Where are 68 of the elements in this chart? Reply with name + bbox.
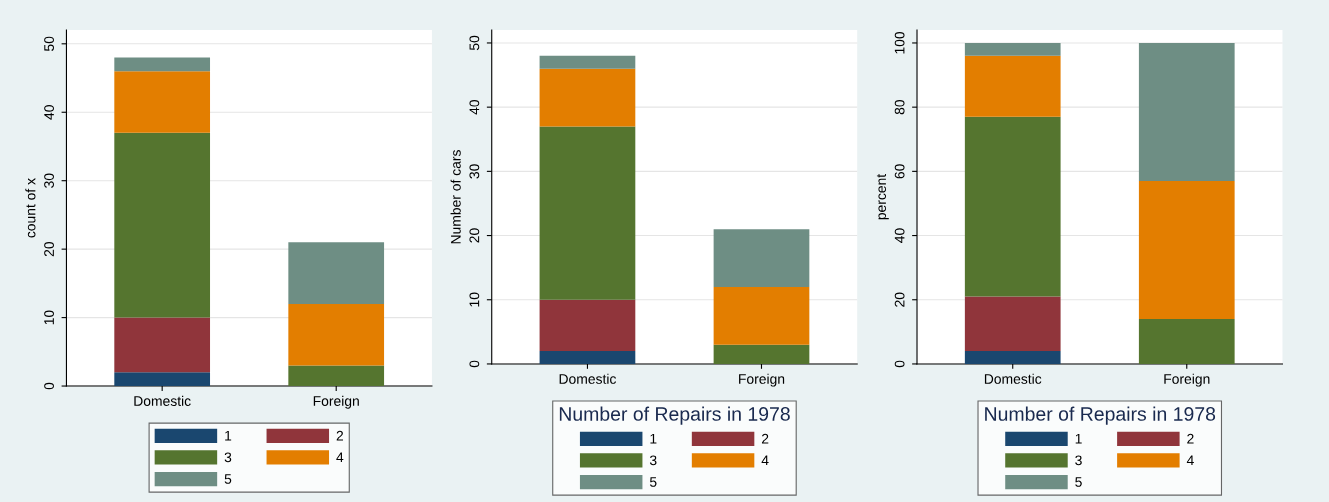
legend-label: 5 [649,477,657,487]
y-tick-label: 0 [44,382,54,390]
legend-label: 1 [650,433,657,444]
y-tick-label: 30 [44,173,54,188]
bar [964,55,1061,117]
y-tick-label: 40 [469,99,480,115]
y-axis-title: count of x [25,178,36,238]
y-tick-label: 0 [894,360,905,368]
y-tick-label: 10 [44,310,54,325]
y-tick-label: 100 [894,31,905,54]
bar [539,68,636,127]
legend-label: 2 [761,433,769,444]
x-tick-label: Foreign [1164,373,1210,387]
bar [114,317,211,373]
legend-label: 2 [1187,433,1194,444]
y-tick-label: 50 [469,35,480,51]
legend-label: 5 [1075,477,1082,487]
legend-label: 3 [224,452,232,463]
bar [114,57,211,72]
legend-label: 1 [1075,433,1082,444]
bar [114,132,211,318]
y-tick-label: 40 [44,105,54,120]
legend-label: 4 [1186,455,1194,466]
y-tick-label: 20 [469,228,480,243]
bar [1138,42,1235,181]
y-axis-title: percent [876,173,889,220]
y-tick-label: 0 [469,360,480,368]
bar [1138,319,1235,364]
bar [964,351,1061,364]
bar [539,55,636,69]
y-tick-label: 80 [894,99,905,115]
bar [713,229,810,287]
y-axis-title: Number of cars [450,150,461,244]
legend-label: 3 [649,455,657,466]
x-tick-label: Foreign [739,373,785,387]
y-tick-label: 30 [469,164,480,179]
x-tick-label: Foreign [313,395,359,409]
bar [1138,180,1235,320]
bar [288,303,385,366]
y-tick-label: 60 [894,164,905,179]
bar [539,126,636,300]
y-tick-label: 50 [44,36,54,51]
y-tick-label: 10 [469,292,480,307]
bar [713,344,810,364]
y-tick-label: 20 [44,241,54,257]
legend-label: 4 [761,455,769,466]
bar [713,286,810,345]
x-tick-label: Domestic [134,395,191,406]
y-tick-label: 20 [894,292,905,307]
bar [288,242,385,304]
legend-label: 2 [336,430,344,441]
bar [964,296,1061,352]
legend-label: 4 [336,452,344,463]
legend-label: 3 [1075,455,1082,466]
legend-label: 5 [224,474,232,484]
bar [288,365,385,387]
legend-label: 1 [225,430,232,441]
bar [114,372,211,387]
bar [539,299,636,352]
y-tick-label: 40 [894,228,905,243]
legend-title: Number of Repairs in 1978 [985,406,1216,425]
bar [114,71,211,133]
bar [539,351,636,364]
bar [964,42,1061,56]
x-tick-label: Domestic [559,373,617,384]
bar [964,116,1061,297]
legend-title: Number of Repairs in 1978 [559,406,790,425]
x-tick-label: Domestic [984,373,1042,384]
